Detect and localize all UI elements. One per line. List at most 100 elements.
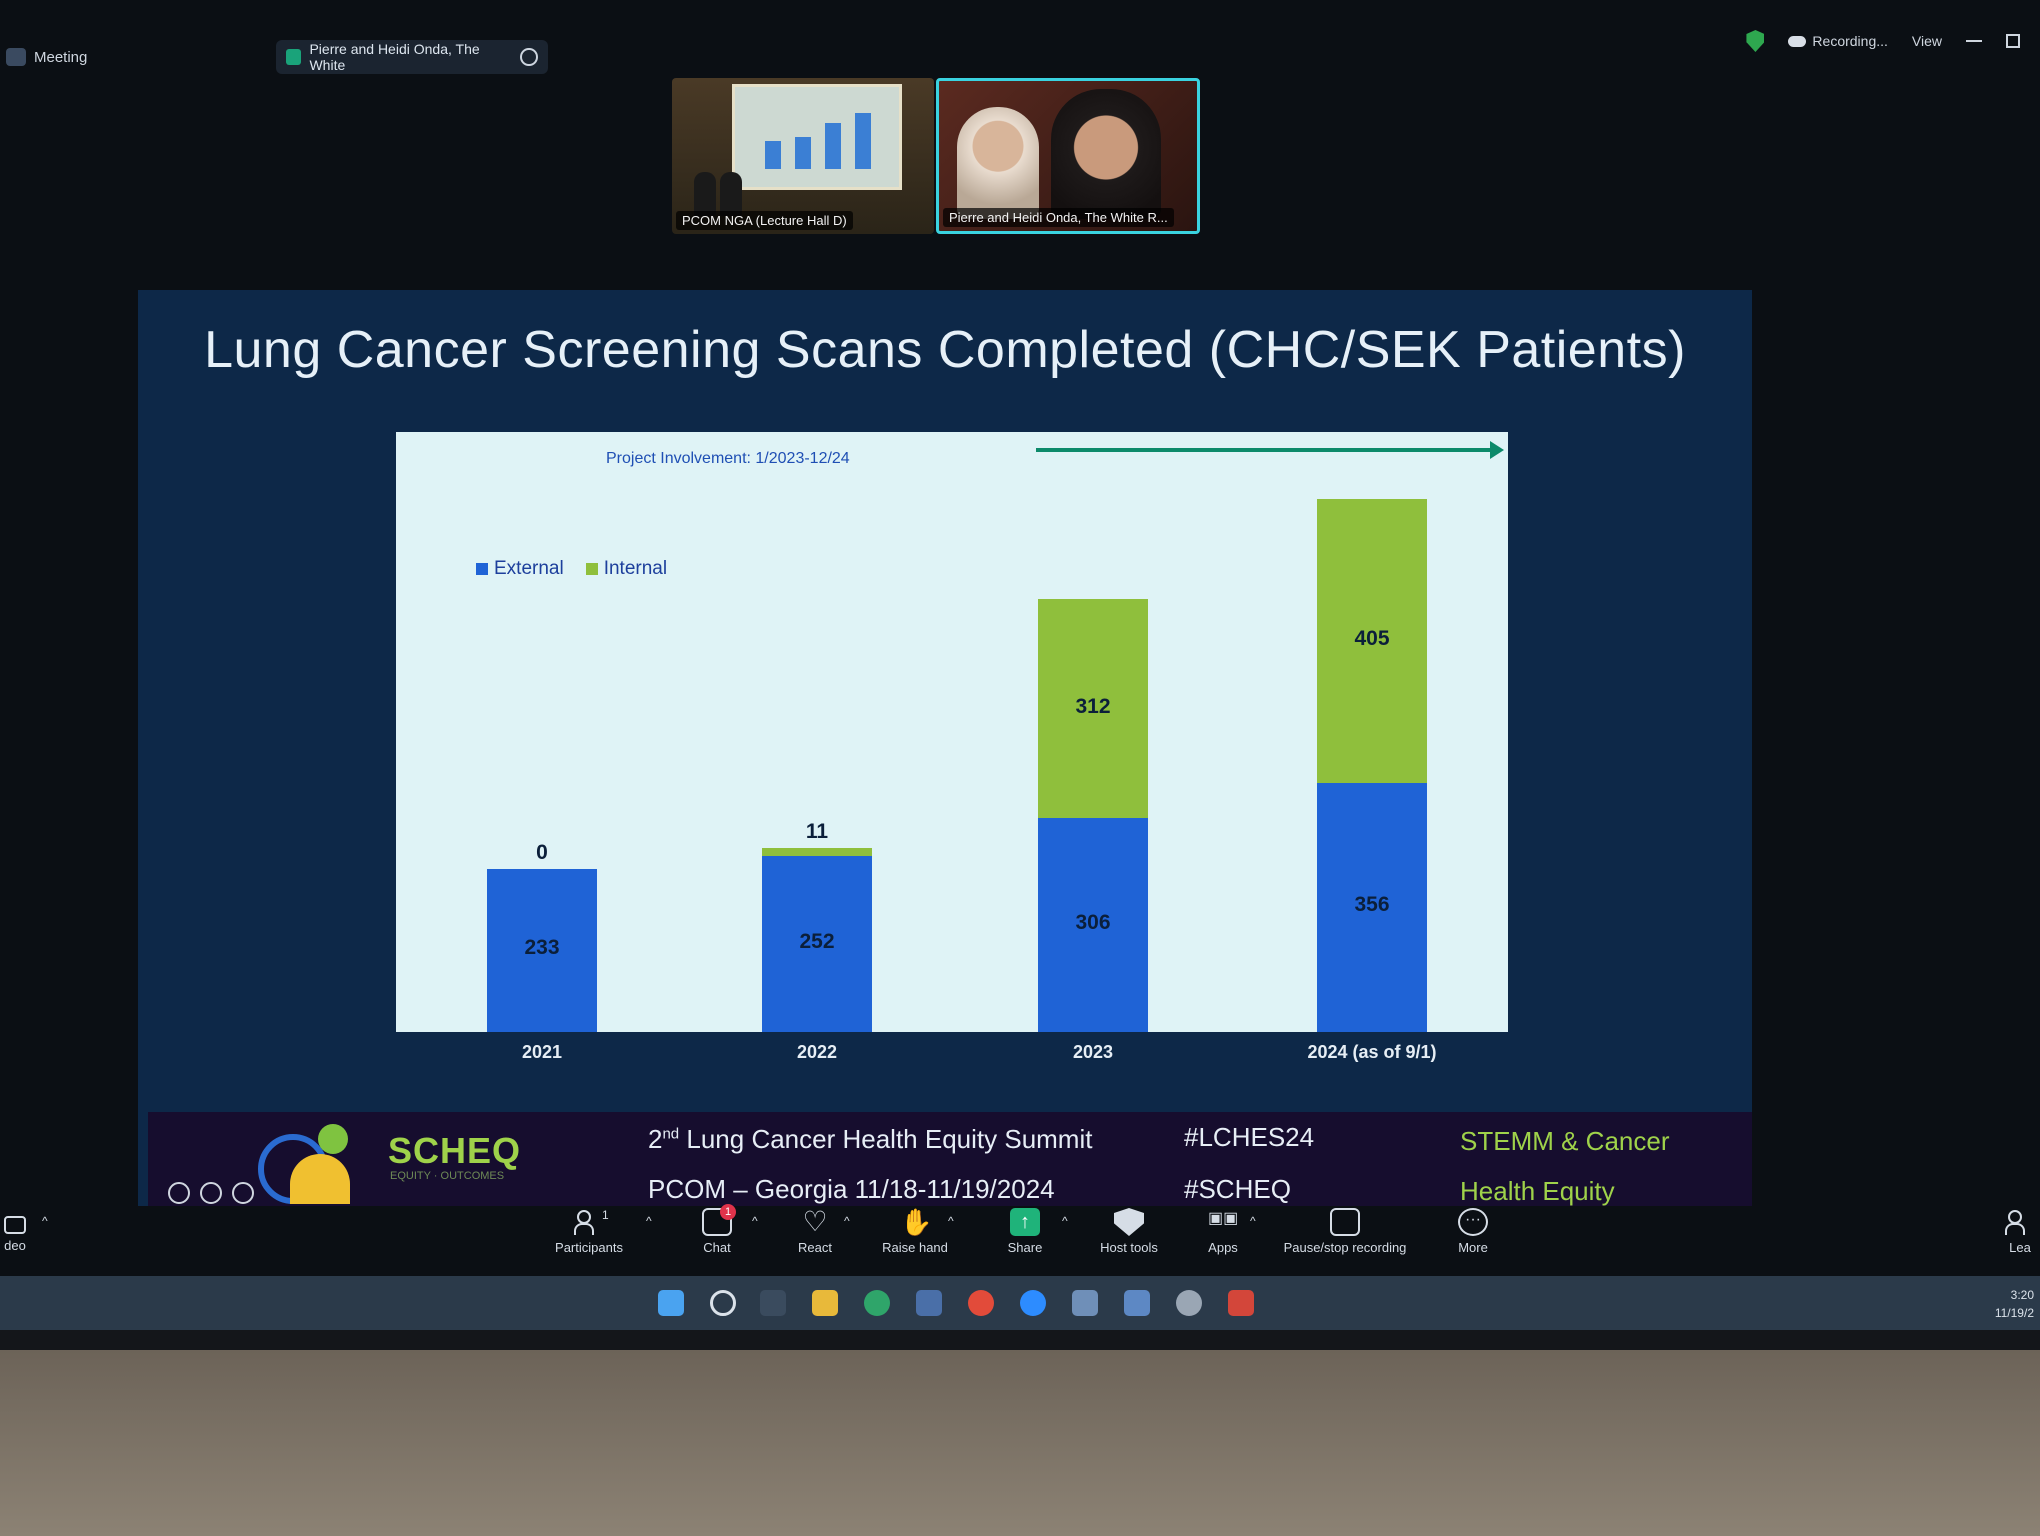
speaker-icon (286, 49, 301, 65)
caret-icon[interactable]: ^ (1250, 1214, 1256, 1228)
raise-hand-label: Raise hand (882, 1240, 948, 1255)
chart-legend: External Internal (476, 558, 667, 580)
task-view-icon[interactable] (760, 1290, 786, 1316)
meeting-label: Meeting (34, 49, 87, 66)
file-explorer-icon[interactable] (812, 1290, 838, 1316)
legend-swatch (476, 563, 488, 575)
minimize-icon[interactable] (1966, 40, 1982, 42)
caret-icon[interactable]: ^ (42, 1214, 48, 1228)
caret-icon[interactable]: ^ (948, 1214, 954, 1228)
host-tools-icon (1114, 1208, 1144, 1236)
slide-title: Lung Cancer Screening Scans Completed (C… (138, 320, 1752, 380)
leave-icon (2005, 1208, 2035, 1236)
apps-icon (1208, 1208, 1238, 1236)
thumbnail-caption: Pierre and Heidi Onda, The White R... (943, 208, 1174, 227)
snipping-tool-icon[interactable] (1124, 1290, 1150, 1316)
meeting-tab[interactable]: Meeting (6, 48, 87, 66)
zoom-app-icon[interactable] (1020, 1290, 1046, 1316)
restore-icon[interactable] (2006, 34, 2020, 48)
hashtag-scheq: #SCHEQ (1184, 1174, 1291, 1205)
chrome-icon[interactable] (968, 1290, 994, 1316)
video-icon (4, 1216, 26, 1234)
windows-taskbar: 3:20 11/19/2 (0, 1276, 2040, 1330)
chat-button[interactable]: 1 Chat (672, 1208, 762, 1255)
edge-icon[interactable] (864, 1290, 890, 1316)
more-options-icon[interactable] (520, 48, 538, 66)
share-label: Share (1008, 1240, 1043, 1255)
data-label-internal-1: 11 (762, 820, 872, 844)
apps-label: Apps (1208, 1240, 1238, 1255)
scheq-logo (258, 1124, 378, 1204)
video-thumbnail-lecture-hall[interactable]: PCOM NGA (Lecture Hall D) (672, 78, 934, 234)
view-button[interactable]: View (1912, 33, 1942, 49)
video-label: deo (4, 1238, 26, 1253)
participant-video (957, 107, 1039, 219)
arrow-head (1490, 441, 1504, 459)
audience-person (720, 172, 742, 216)
powerpoint-icon[interactable] (1228, 1290, 1254, 1316)
caret-icon[interactable]: ^ (844, 1214, 850, 1228)
chat-badge: 1 (720, 1204, 736, 1220)
leave-button-partial[interactable]: Lea (1990, 1208, 2040, 1255)
pause-stop-icon (1330, 1208, 1360, 1236)
app-icon[interactable] (1072, 1290, 1098, 1316)
data-label-external-3: 356 (1317, 893, 1427, 917)
legend-swatch (586, 563, 598, 575)
pause-stop-label: Pause/stop recording (1284, 1240, 1407, 1255)
participants-button[interactable]: 1 Participants (544, 1208, 634, 1255)
recording-label: Recording... (1812, 33, 1887, 49)
pen-icon[interactable] (200, 1182, 222, 1204)
data-label-external-0: 233 (487, 936, 597, 960)
start-icon[interactable] (658, 1290, 684, 1316)
x-tick-label: 2024 (as of 9/1) (1272, 1042, 1472, 1063)
store-icon[interactable] (916, 1290, 942, 1316)
bar-internal-1 (762, 848, 872, 856)
brand-name: SCHEQ (388, 1130, 521, 1172)
host-tools-button[interactable]: Host tools (1084, 1208, 1174, 1255)
clock-date: 11/19/2 (1995, 1304, 2034, 1322)
meeting-icon (6, 48, 26, 66)
raise-hand-button[interactable]: ✋ Raise hand (870, 1208, 960, 1255)
data-label-external-2: 306 (1038, 911, 1148, 935)
x-tick-label: 2021 (442, 1042, 642, 1063)
data-label-external-1: 252 (762, 930, 872, 954)
monitor-screen: Meeting Pierre and Heidi Onda, The White… (0, 0, 2040, 1340)
summit-location: PCOM – Georgia 11/18-11/19/2024 (648, 1174, 1055, 1205)
cloud-icon (1788, 36, 1806, 47)
more-button[interactable]: ··· More (1428, 1208, 1518, 1255)
annotation-tools[interactable] (168, 1182, 254, 1204)
stemm-label: STEMM & Cancer (1460, 1126, 1670, 1157)
legend-item-internal: Internal (586, 558, 667, 580)
brand-tagline: EQUITY · OUTCOMES (390, 1170, 504, 1182)
recording-indicator[interactable]: Recording... (1788, 33, 1887, 49)
legend-item-external: External (476, 558, 564, 580)
chart-plot-area: Project Involvement: 1/2023-12/24 Extern… (396, 432, 1508, 1032)
caret-icon[interactable]: ^ (752, 1214, 758, 1228)
meeting-toolbar: deo ^ 1 Participants ^ 1 Chat ^ ♡ React … (0, 1208, 2040, 1270)
clock-time: 3:20 (1995, 1286, 2034, 1304)
video-thumbnail-speakers[interactable]: Pierre and Heidi Onda, The White R... (936, 78, 1200, 234)
project-period-arrow (1036, 448, 1494, 452)
zoom-icon[interactable] (232, 1182, 254, 1204)
slide-footer: SCHEQ EQUITY · OUTCOMES 2nd Lung Cancer … (148, 1112, 1752, 1206)
search-icon[interactable] (710, 1290, 736, 1316)
speaker-name: Pierre and Heidi Onda, The White (309, 41, 512, 73)
x-tick-label: 2023 (993, 1042, 1193, 1063)
pause-stop-recording-button[interactable]: Pause/stop recording (1270, 1208, 1420, 1255)
active-speaker-chip[interactable]: Pierre and Heidi Onda, The White (276, 40, 548, 74)
back-icon[interactable] (168, 1182, 190, 1204)
security-shield-icon[interactable] (1746, 30, 1764, 52)
video-button-partial[interactable]: deo (0, 1208, 60, 1253)
caret-icon[interactable]: ^ (1062, 1214, 1068, 1228)
data-label-internal-3: 405 (1317, 627, 1427, 651)
shared-slide: Lung Cancer Screening Scans Completed (C… (138, 290, 1752, 1206)
more-icon: ··· (1458, 1208, 1488, 1236)
hand-icon: ✋ (900, 1208, 930, 1236)
caret-icon[interactable]: ^ (646, 1214, 652, 1228)
hashtag-lches24: #LCHES24 (1184, 1122, 1314, 1153)
taskbar-clock[interactable]: 3:20 11/19/2 (1995, 1286, 2034, 1322)
legend-label: Internal (604, 558, 667, 579)
share-button[interactable]: ↑ Share (980, 1208, 1070, 1255)
settings-icon[interactable] (1176, 1290, 1202, 1316)
share-icon: ↑ (1010, 1208, 1040, 1236)
